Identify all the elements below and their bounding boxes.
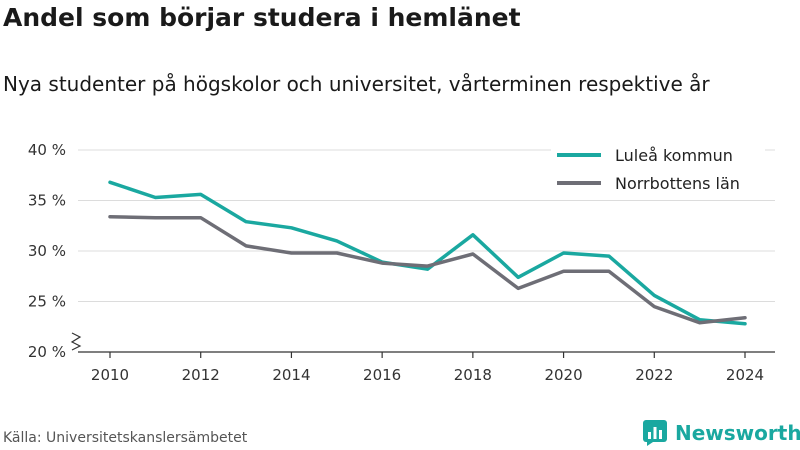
y-tick-label: 30 % [28, 242, 66, 260]
chart-subtitle: Nya studenter på högskolor och universit… [3, 72, 710, 96]
x-tick-label: 2020 [544, 366, 582, 384]
brand-logo[interactable]: Newsworthy [643, 420, 800, 446]
x-tick-label: 2022 [635, 366, 673, 384]
y-axis: 20 % 25 % 30 % 35 % 40 % [28, 141, 82, 361]
x-axis: 2010 2012 2014 2016 2018 2020 2022 2024 [78, 351, 775, 384]
line-chart: 20 %25 %30 %35 %40 % 2010 2012 2014 2016 201… [28, 140, 775, 384]
x-tick-label: 2016 [363, 366, 401, 384]
y-tick-label: 20 % [28, 343, 66, 361]
legend-label: Norrbottens län [615, 174, 740, 193]
x-tick-label: 2024 [726, 366, 764, 384]
x-tick-label: 2018 [454, 366, 492, 384]
series-line [108, 180, 747, 326]
x-tick-label: 2014 [272, 366, 310, 384]
y-tick-label: 35 % [28, 192, 66, 210]
y-tick-label: 40 % [28, 141, 66, 159]
series-line [108, 214, 747, 325]
brand-name: Newsworthy [675, 421, 800, 445]
x-tick-label: 2012 [182, 366, 220, 384]
newsworthy-logo-icon [643, 420, 667, 446]
legend-box [551, 140, 765, 200]
axis-break-icon [70, 332, 82, 351]
x-tick-label: 2010 [91, 366, 129, 384]
chart-title: Andel som börjar studera i hemlänet [3, 3, 521, 32]
legend: Luleå kommun Norrbottens län [551, 140, 765, 200]
legend-label: Luleå kommun [615, 146, 733, 165]
source-note: Källa: Universitetskanslersämbetet [3, 430, 248, 446]
series-lines [108, 180, 747, 326]
y-tick-label: 25 % [28, 293, 66, 311]
